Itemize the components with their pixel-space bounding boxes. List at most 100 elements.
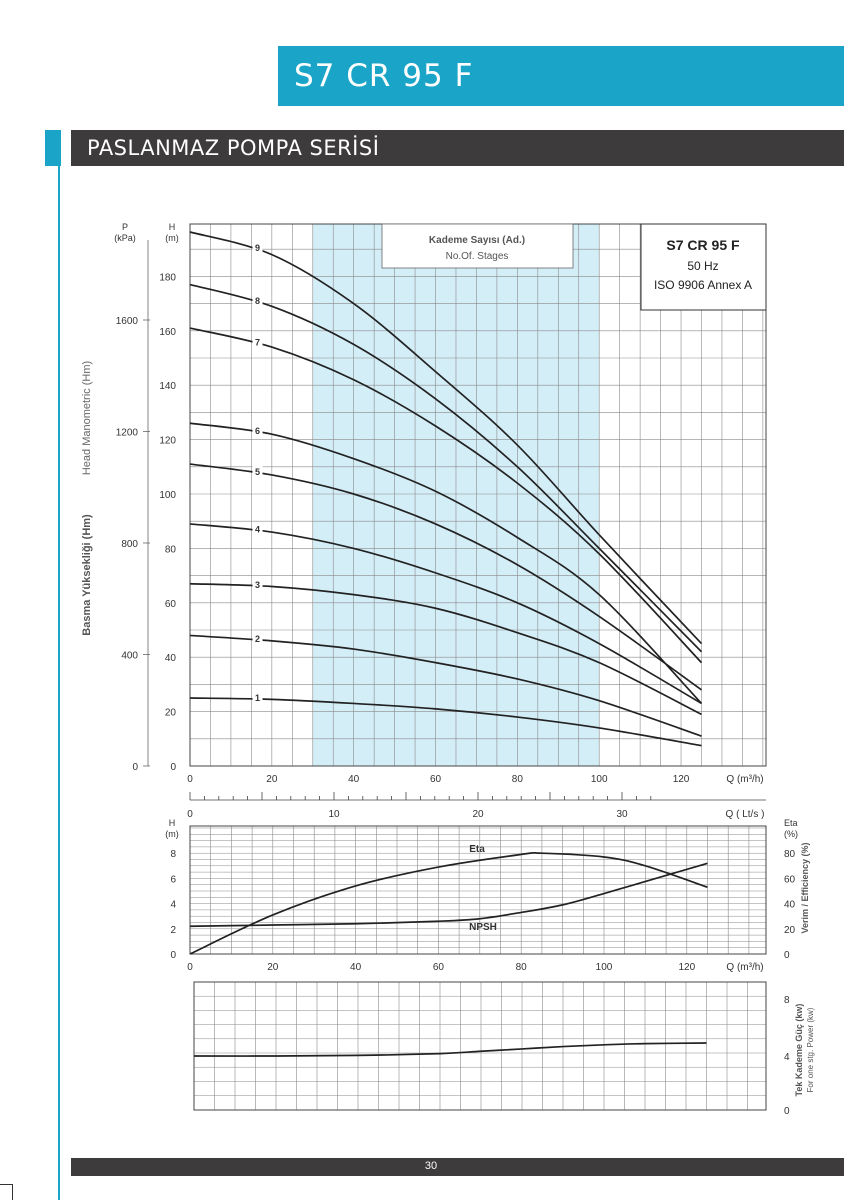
eta-label: Eta (469, 844, 485, 855)
lts-tick-label: 30 (616, 809, 628, 820)
h-unit-line1: H (169, 818, 176, 828)
stage-label-4: 4 (255, 524, 260, 534)
y2-tick-label: 80 (784, 849, 796, 860)
stage-curve-2 (189, 634, 702, 737)
y-tick-label: 0 (170, 762, 176, 773)
section-accent (45, 130, 61, 166)
stage-curve-8 (189, 283, 703, 653)
lts-tick-label: 20 (472, 809, 484, 820)
stage-label-1: 1 (255, 693, 260, 703)
efficiency-axis-label: Verim / Efficiency (%) (800, 842, 810, 933)
power-axis-label-en: For one stg. Power (kw) (806, 1007, 815, 1092)
stage-curve-3 (189, 582, 702, 716)
stage-curve-4 (189, 523, 702, 705)
stage-label-3: 3 (255, 580, 260, 590)
y-tick-label: 8 (170, 849, 176, 860)
stage-curve-6 (189, 422, 703, 705)
y-tick-label: 160 (159, 327, 176, 338)
x-tick-label: 20 (267, 962, 279, 973)
stage-label-6: 6 (255, 426, 260, 436)
npsh-label: NPSH (469, 922, 497, 933)
footer-bar: 30 (71, 1158, 844, 1176)
y2-tick-label: 60 (784, 874, 796, 885)
x-tick-label: 80 (512, 774, 524, 785)
stage-label-2: 2 (255, 634, 260, 644)
y-tick-label: 40 (165, 653, 177, 664)
power-tick-label: 4 (784, 1052, 790, 1063)
y-tick-label: 2 (170, 925, 176, 936)
y-tick-label: 80 (165, 544, 177, 555)
section-title: PASLANMAZ POMPA SERİSİ (87, 136, 380, 160)
kpa-tick-label: 400 (121, 651, 138, 662)
stage-label-bg (252, 523, 263, 535)
y-tick-label: 180 (159, 272, 176, 283)
page-title: S7 CR 95 F (294, 58, 474, 94)
lts-tick-label: 10 (328, 809, 340, 820)
stages-legend-title: Kademe Sayısı (Ad.) (429, 235, 525, 246)
stage-label-bg (252, 692, 263, 704)
x-tick-label: 60 (430, 774, 442, 785)
stage-curve-9 (189, 231, 703, 645)
npsh-curve (189, 862, 708, 928)
plot-frame (193, 981, 767, 1111)
y-tick-label: 60 (165, 599, 177, 610)
title-bar: S7 CR 95 F (278, 46, 844, 106)
model-info-name: S7 CR 95 F (666, 237, 740, 253)
x-tick-label: 80 (516, 962, 528, 973)
kpa-tick-label: 800 (121, 539, 138, 550)
y-tick-label: 4 (170, 900, 176, 911)
stage-label-8: 8 (255, 296, 260, 306)
eta-unit-line2: (%) (784, 829, 798, 839)
x-tick-label: 40 (348, 774, 360, 785)
h-unit-line1: H (169, 222, 176, 232)
model-info-box (640, 223, 767, 311)
side-rule (58, 166, 60, 1200)
x-tick-label: 100 (591, 774, 608, 785)
eta-unit-line1: Eta (784, 818, 798, 828)
stage-label-7: 7 (255, 337, 260, 347)
stage-label-bg (252, 578, 263, 590)
stage-curve-1 (189, 697, 702, 747)
stages-legend-subtitle: No.Of. Stages (446, 251, 509, 262)
h-unit-line2: (m) (165, 233, 179, 243)
lts-unit: Q ( Lt/s ) (726, 809, 765, 820)
y-axis-label-tr: Basma Yüksekliği (Hm) (81, 514, 93, 636)
power-axis-label: Tek Kademe Güç (kw) (794, 1004, 804, 1097)
y-tick-label: 140 (159, 381, 176, 392)
model-info-standard: ISO 9906 Annex A (654, 278, 752, 292)
section-bar: PASLANMAZ POMPA SERİSİ (71, 130, 844, 166)
kpa-tick-label: 1200 (116, 428, 139, 439)
y2-tick-label: 0 (784, 950, 790, 961)
x-tick-label: 20 (266, 774, 278, 785)
stage-label-9: 9 (255, 243, 260, 253)
stage-label-bg (252, 336, 263, 348)
stage-label-bg (252, 294, 263, 306)
stage-label-5: 5 (255, 467, 260, 477)
stage-label-bg (252, 632, 263, 644)
x-tick-label: 120 (678, 962, 695, 973)
y-axis-label-en: Head Manometric (Hm) (81, 361, 93, 475)
y-tick-label: 0 (170, 950, 176, 961)
y-tick-label: 100 (159, 490, 176, 501)
x-axis-unit: Q (m³/h) (726, 774, 763, 785)
model-info-freq: 50 Hz (687, 259, 718, 273)
x-tick-label: 0 (187, 774, 193, 785)
x-axis-unit: Q (m³/h) (726, 962, 763, 973)
stage-label-bg (252, 424, 263, 436)
stage-label-bg (252, 465, 263, 477)
y-tick-label: 20 (165, 708, 177, 719)
kpa-tick-label: 0 (132, 762, 138, 773)
y2-tick-label: 20 (784, 925, 796, 936)
kpa-tick-label: 1600 (116, 316, 139, 327)
x-tick-label: 100 (596, 962, 613, 973)
x-tick-label: 120 (673, 774, 690, 785)
lts-tick-label: 0 (187, 809, 193, 820)
stage-label-bg (252, 242, 263, 254)
x-tick-label: 60 (433, 962, 445, 973)
y-tick-label: 120 (159, 436, 176, 447)
power-tick-label: 8 (784, 995, 790, 1006)
stages-legend-box (381, 223, 574, 269)
x-tick-label: 0 (187, 962, 193, 973)
power-tick-label: 0 (784, 1106, 790, 1117)
